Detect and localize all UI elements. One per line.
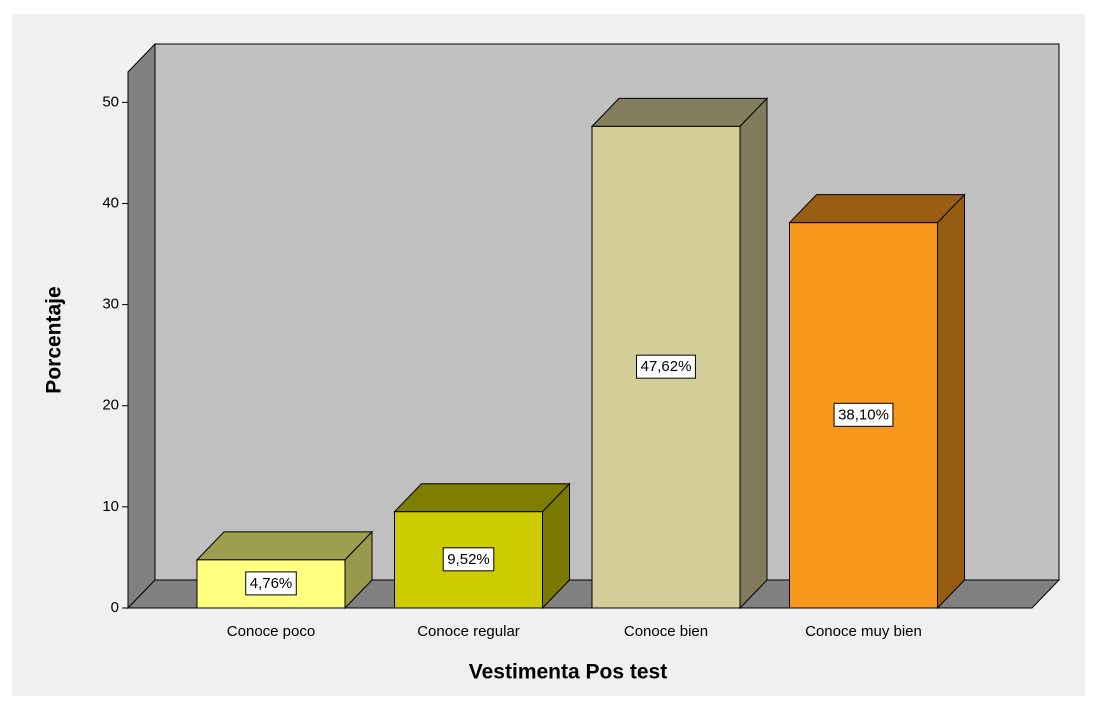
value-label: 9,52% xyxy=(447,551,490,568)
value-label-box xyxy=(833,402,894,427)
x-tick-label: Conoce muy bien xyxy=(805,623,922,640)
y-axis-title: Porcentaje xyxy=(43,286,66,393)
y-tick-label: 40 xyxy=(102,194,119,211)
x-axis-title: Vestimenta Pos test xyxy=(469,661,667,684)
y-tick-label: 20 xyxy=(102,397,119,414)
value-label-box xyxy=(442,547,495,572)
value-label-box xyxy=(636,354,696,379)
side-wall xyxy=(127,42,156,610)
y-tick-label: 50 xyxy=(102,93,119,110)
x-tick-label: Conoce bien xyxy=(624,623,708,640)
value-label: 47,62% xyxy=(641,358,692,375)
value-label: 38,10% xyxy=(838,406,889,423)
y-tick-label: 0 xyxy=(111,599,119,616)
bar-side xyxy=(937,193,965,610)
bar-top xyxy=(393,483,571,513)
y-tick-label: 10 xyxy=(102,498,119,515)
x-tick-label: Conoce regular xyxy=(417,623,520,640)
bar-top xyxy=(590,97,769,127)
x-tick-label: Conoce poco xyxy=(227,623,315,640)
bar-side xyxy=(739,97,768,610)
bar-top xyxy=(195,531,374,561)
bar-top xyxy=(788,194,966,224)
y-tick-label: 30 xyxy=(102,296,119,313)
bar xyxy=(394,511,543,609)
value-label: 4,76% xyxy=(250,575,293,592)
value-label-box xyxy=(245,571,297,596)
